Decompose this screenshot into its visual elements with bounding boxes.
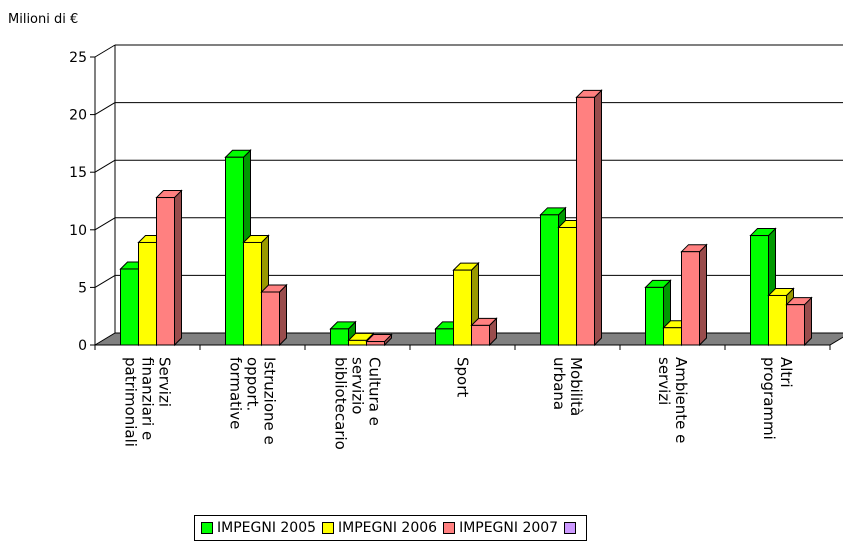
chart-legend: IMPEGNI 2005 IMPEGNI 2006 IMPEGNI 2007 [194, 515, 588, 541]
bar-side [804, 296, 812, 347]
bar [681, 251, 700, 346]
bar [786, 304, 805, 346]
x-category-label: programmi [760, 357, 778, 440]
gridline-diag [94, 217, 116, 231]
bar [330, 328, 349, 346]
gridline-diag [94, 274, 116, 288]
legend-item: IMPEGNI 2007 [443, 520, 558, 536]
y-tick-label: 0 [78, 338, 87, 354]
bar [348, 339, 367, 346]
x-category-label: servizio [349, 357, 367, 414]
x-category-label: urbana [550, 357, 568, 410]
x-category-label: Cultura e [366, 357, 384, 426]
bar [243, 241, 262, 346]
x-category-label: Sport [454, 357, 472, 397]
x-category-label: Servizi [156, 357, 174, 407]
gridline-diag [94, 44, 116, 58]
bar [663, 327, 682, 346]
y-tick-label: 25 [69, 50, 87, 66]
legend-label: IMPEGNI 2006 [338, 520, 438, 536]
x-category-label: opport. [244, 357, 262, 411]
bar [558, 226, 577, 346]
bar [750, 235, 769, 346]
x-category-label: formative [227, 357, 245, 429]
x-category-label: Mobilità [567, 357, 585, 416]
legend-item [564, 522, 580, 534]
bar [768, 294, 787, 346]
x-category-label: Istruzione e [261, 357, 279, 445]
legend-label: IMPEGNI 2005 [217, 520, 317, 536]
bar [120, 268, 139, 346]
bar [225, 156, 244, 346]
x-category-label: finanziari e [139, 357, 157, 440]
legend-swatch [443, 522, 456, 534]
bar [156, 197, 175, 346]
bar-side [279, 283, 287, 347]
bar [435, 328, 454, 346]
legend-swatch [201, 522, 213, 534]
legend-swatch [322, 522, 335, 534]
x-category-label: patrimoniali [122, 357, 140, 447]
bar [366, 341, 385, 346]
bar [576, 96, 595, 346]
y-tick-label: 10 [69, 223, 87, 239]
y-tick-label: 20 [69, 108, 87, 124]
bar [540, 214, 559, 346]
bar-side [174, 189, 182, 347]
x-category-label: Ambiente e [672, 357, 690, 443]
bar [453, 269, 472, 346]
y-tick-label: 15 [69, 165, 87, 181]
bar [138, 241, 157, 346]
x-category-label: servizi [655, 357, 673, 405]
bar-side [699, 243, 707, 347]
legend-item: IMPEGNI 2006 [322, 520, 437, 536]
gridline-diag [94, 159, 116, 173]
y-tick-label: 5 [78, 280, 87, 296]
bar-side [594, 89, 602, 347]
bar [645, 286, 664, 346]
bar [261, 291, 280, 346]
bar [471, 324, 490, 346]
x-category-label: Altri [777, 357, 795, 388]
x-category-label: bibliotecario [332, 357, 350, 450]
legend-item: IMPEGNI 2005 [201, 520, 316, 536]
y-axis-title: Milioni di € [8, 12, 79, 27]
legend-label: IMPEGNI 2007 [459, 520, 559, 536]
legend-swatch [564, 522, 577, 534]
gridline-diag [94, 102, 116, 116]
